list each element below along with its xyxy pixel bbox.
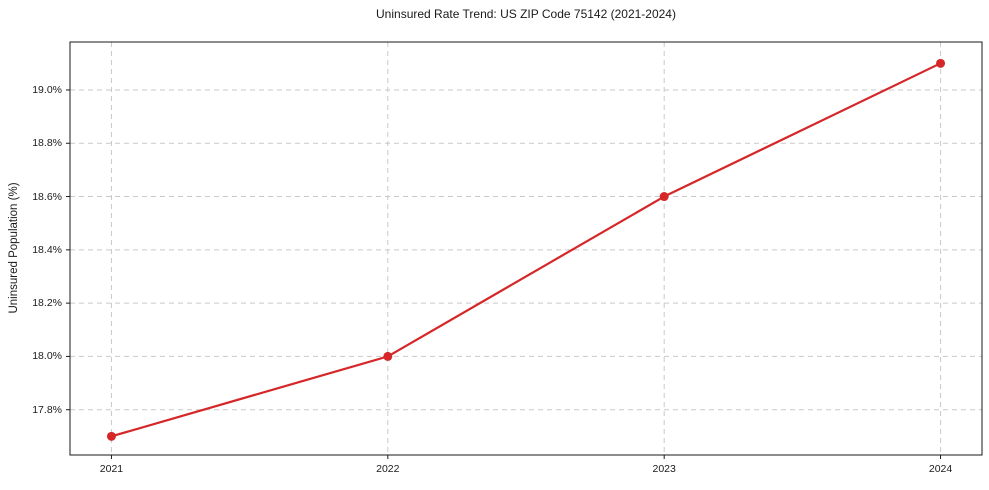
y-tick-label: 17.8% xyxy=(32,403,62,416)
data-point-marker xyxy=(106,431,116,441)
data-point-marker xyxy=(383,351,393,361)
data-point-marker xyxy=(936,58,946,68)
plot-border xyxy=(69,41,983,456)
y-tick-label: 18.6% xyxy=(32,190,62,203)
x-tick-label: 2021 xyxy=(99,463,124,475)
data-point-marker xyxy=(659,192,669,202)
y-tick-label: 19.0% xyxy=(32,83,62,96)
y-tick-label: 18.0% xyxy=(32,350,62,363)
y-tick-label: 18.2% xyxy=(32,297,62,310)
chart-title: Uninsured Rate Trend: US ZIP Code 75142 … xyxy=(376,7,676,21)
y-tick-label: 18.4% xyxy=(32,243,62,256)
x-tick-label: 2024 xyxy=(928,463,953,475)
x-tick-label: 2023 xyxy=(652,463,676,475)
series-line xyxy=(110,62,942,438)
y-tick-label: 18.8% xyxy=(32,137,62,150)
x-tick-label: 2022 xyxy=(376,463,400,475)
